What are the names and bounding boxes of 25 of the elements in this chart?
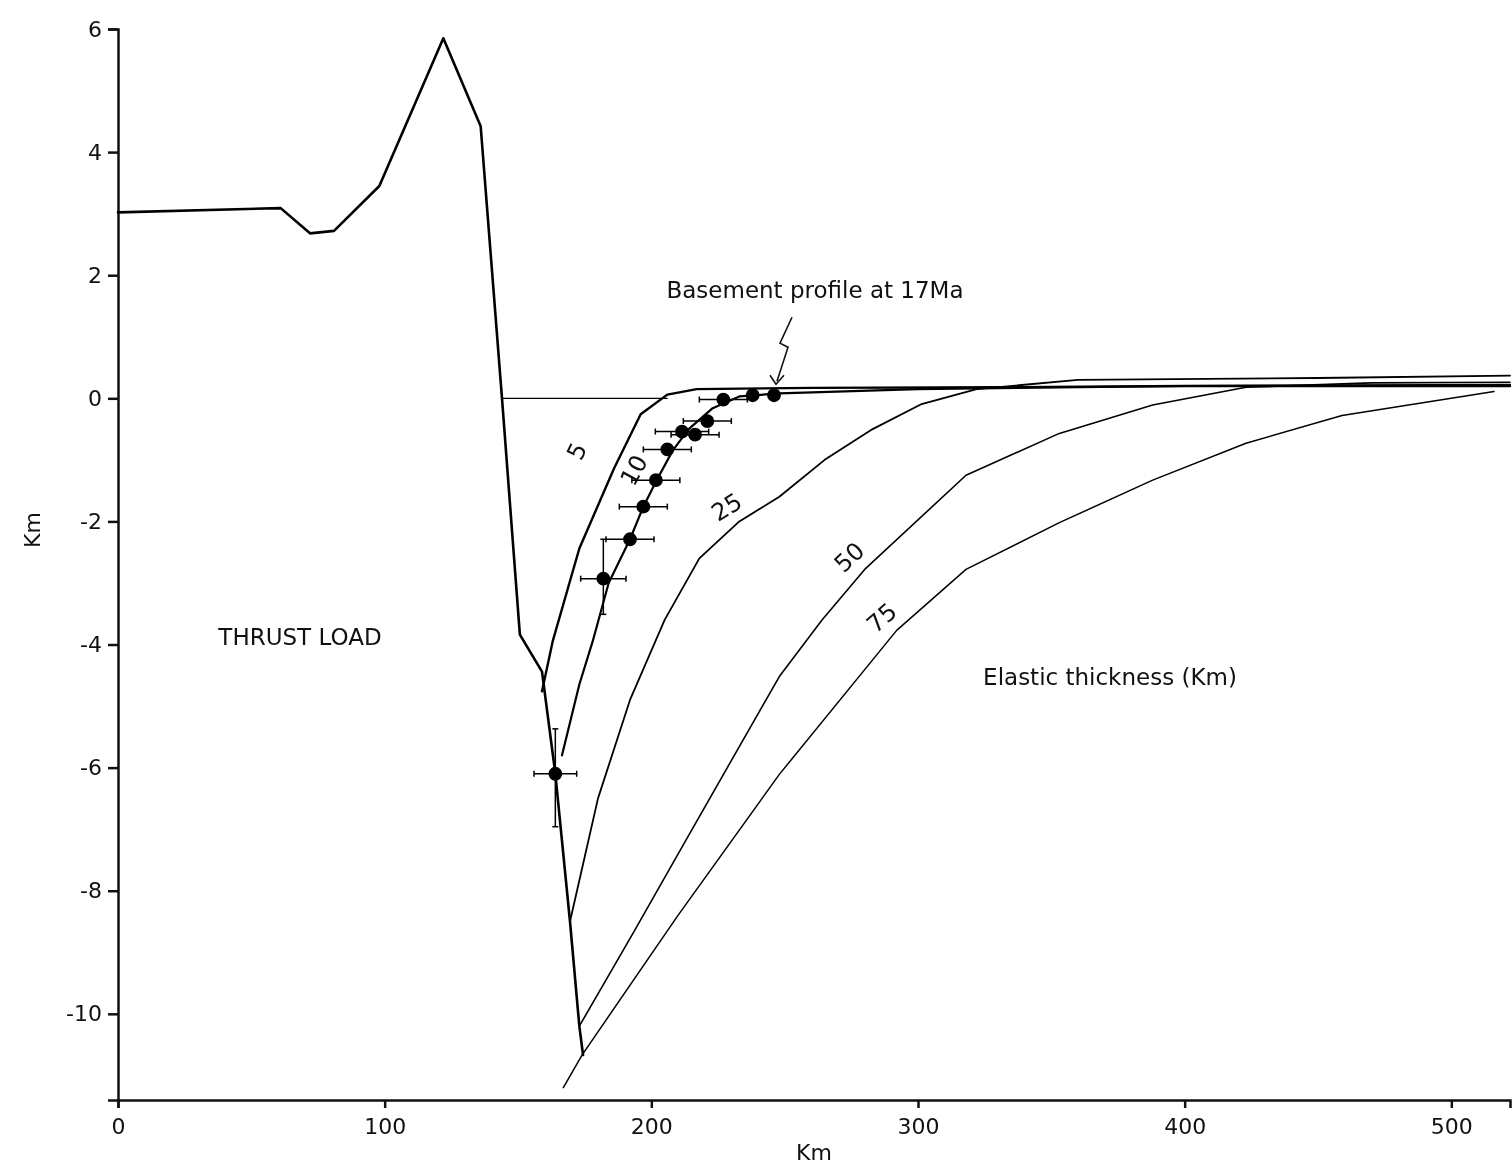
y-tick-label: 0 xyxy=(88,385,102,411)
text: 75 xyxy=(861,597,903,639)
y-tick-label: 6 xyxy=(88,16,102,42)
text: 5 xyxy=(561,438,594,465)
x-tick-label: 100 xyxy=(364,1113,407,1139)
annotation: Basement profile at 17Ma xyxy=(666,277,964,303)
y-axis-title: Km xyxy=(20,512,45,548)
y-tick-label: 4 xyxy=(88,139,102,165)
annotation: Elastic thickness (Km) xyxy=(983,664,1237,690)
x-axis-title: Km xyxy=(796,1140,832,1165)
x-tick-label: 500 xyxy=(1430,1113,1473,1139)
x-tick-label: 200 xyxy=(630,1113,673,1139)
text: 25 xyxy=(706,487,748,528)
y-tick-label: -8 xyxy=(80,878,102,904)
x-tick-label: 0 xyxy=(111,1113,126,1139)
y-tick-label: 2 xyxy=(88,262,102,288)
x-tick-label: 400 xyxy=(1164,1113,1207,1139)
text: 50 xyxy=(828,536,871,579)
y-tick-label: -2 xyxy=(80,508,102,534)
y-tick-label: -10 xyxy=(66,1001,102,1027)
annotation: THRUST LOAD xyxy=(217,624,382,650)
text: 10 xyxy=(614,450,654,491)
y-tick-label: -6 xyxy=(80,755,102,781)
x-tick-label: 300 xyxy=(897,1113,940,1139)
y-tick-label: -4 xyxy=(80,632,102,658)
